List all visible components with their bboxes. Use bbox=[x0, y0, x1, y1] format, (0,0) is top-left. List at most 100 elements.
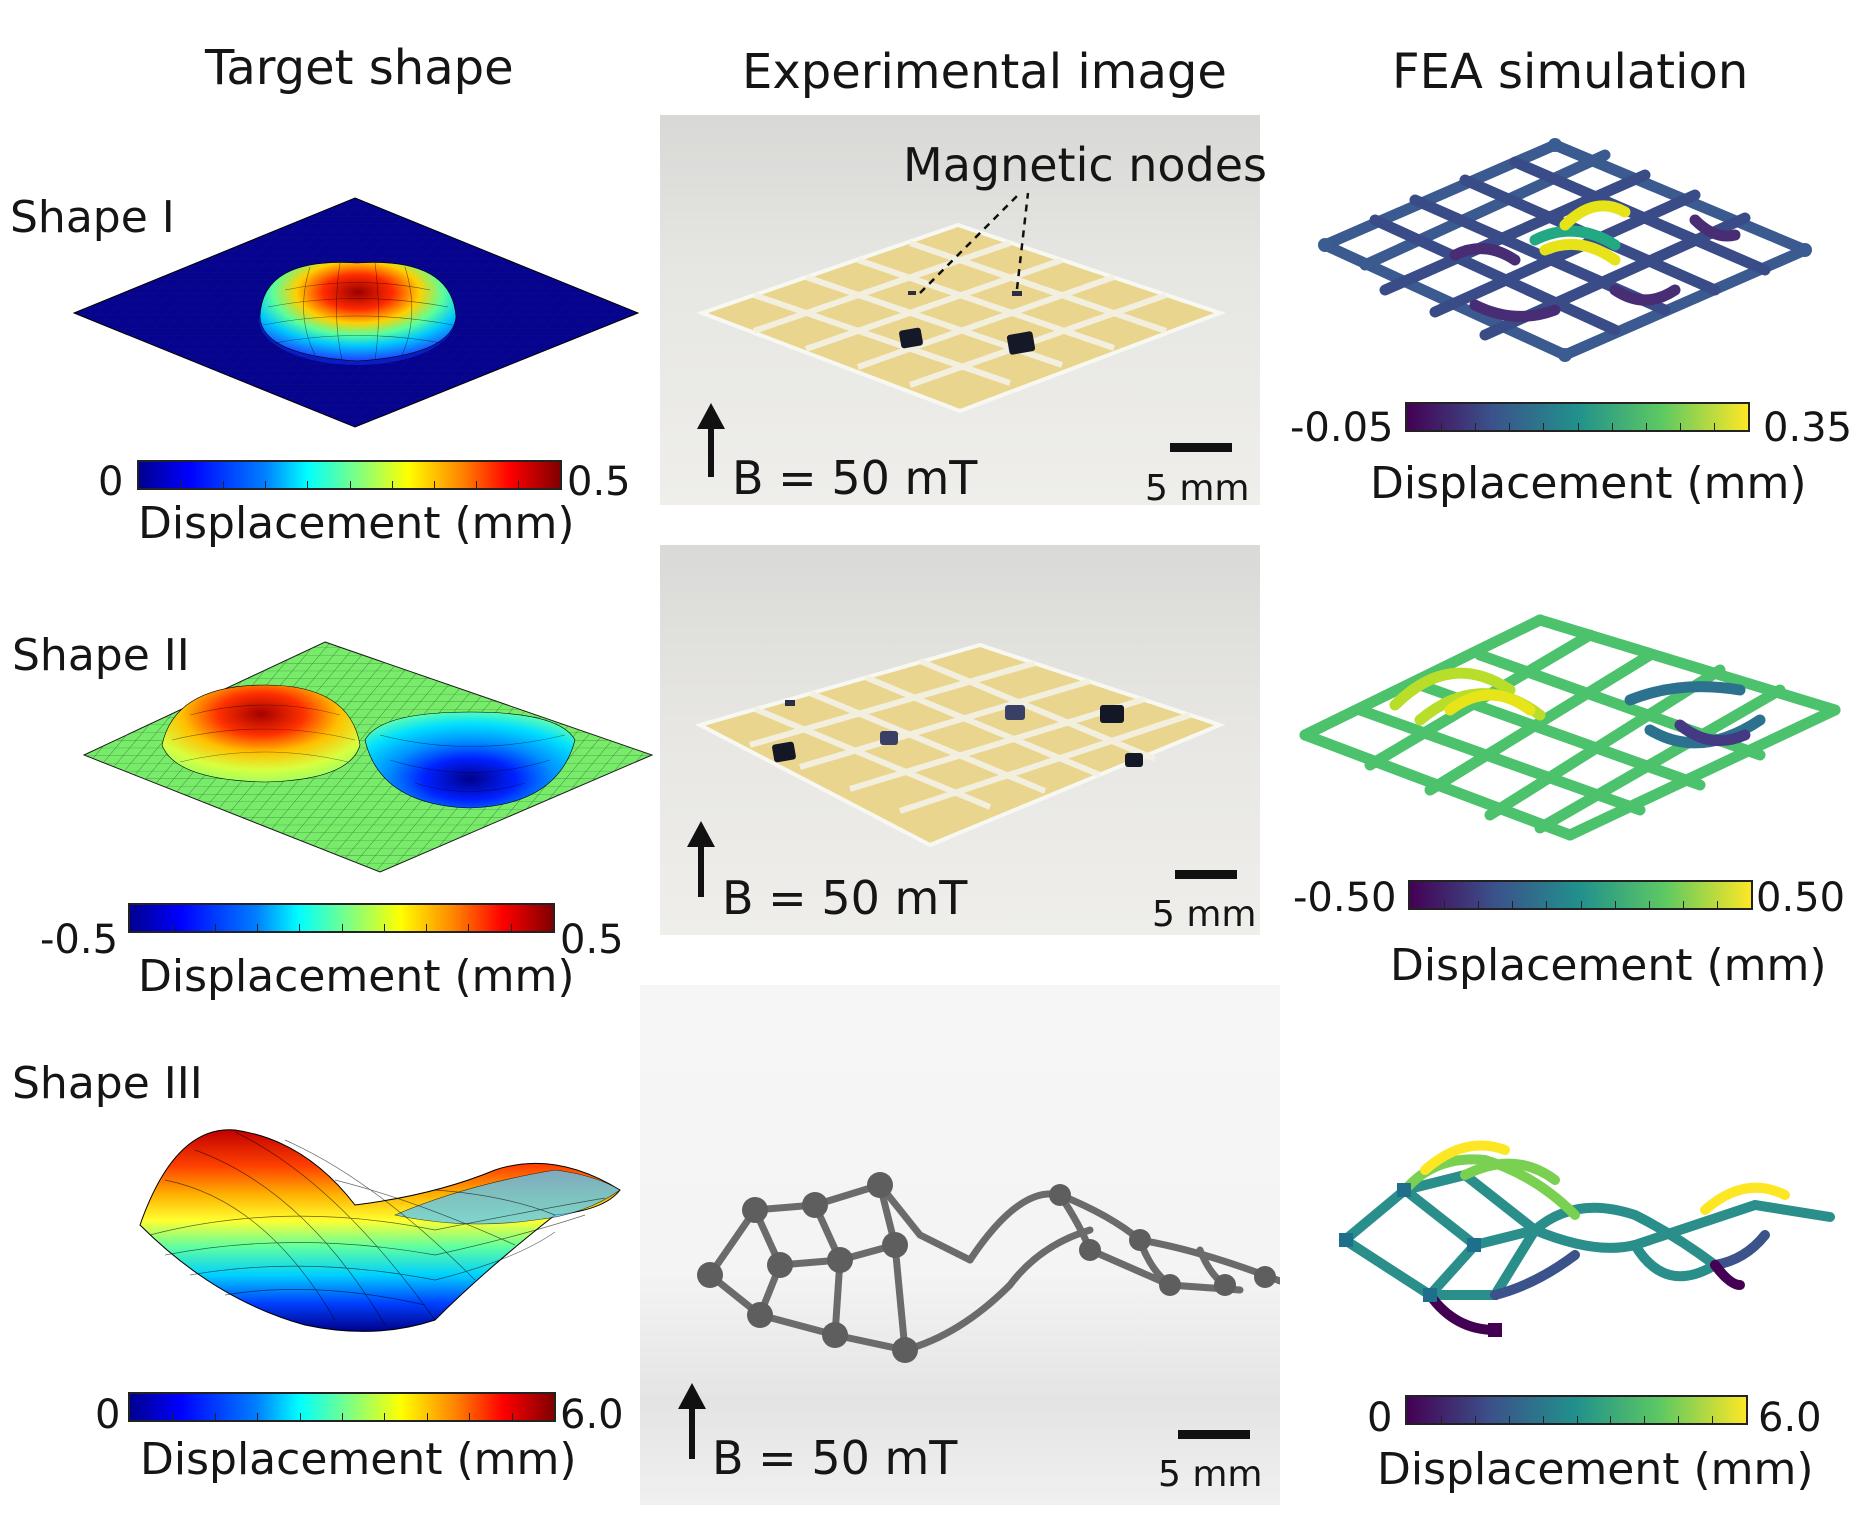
colorbar-tick bbox=[1580, 901, 1582, 908]
fea-2-colorbar-max: 0.50 bbox=[1756, 875, 1846, 921]
target-1-colorbar-max: 0.5 bbox=[567, 459, 631, 505]
colorbar-tick bbox=[1610, 1416, 1612, 1423]
row-label-shape-1: Shape I bbox=[10, 192, 175, 243]
colorbar-tick bbox=[1508, 1416, 1510, 1423]
colorbar-tick bbox=[383, 924, 385, 931]
fea-2-colorbar-min: -0.50 bbox=[1293, 875, 1397, 921]
colorbar-tick bbox=[468, 924, 470, 931]
experimental-photo-1: B = 50 mT 5 mm bbox=[660, 115, 1260, 505]
colorbar-tick bbox=[1678, 1416, 1680, 1423]
fea-1-colorbar-label: Displacement (mm) bbox=[1370, 458, 1807, 509]
colorbar-tick bbox=[1474, 1416, 1476, 1423]
target-2-colorbar-label: Displacement (mm) bbox=[138, 951, 575, 1002]
photo-1-field-arrow bbox=[708, 415, 714, 477]
colorbar-tick bbox=[433, 481, 435, 488]
photo-3-field-label: B = 50 mT bbox=[712, 1431, 958, 1485]
photo-3-field-arrowhead bbox=[678, 1383, 706, 1409]
target-3-colorbar-label: Displacement (mm) bbox=[140, 1434, 577, 1485]
target-2-colorbar-min: -0.5 bbox=[40, 917, 119, 963]
fea-1-colorbar bbox=[1405, 402, 1750, 432]
target-3-colorbar bbox=[128, 1392, 556, 1422]
target-3-colorbar-max: 6.0 bbox=[560, 1392, 624, 1438]
colorbar-tick bbox=[384, 1413, 386, 1420]
colorbar-tick bbox=[214, 924, 216, 931]
colorbar-tick bbox=[510, 924, 512, 931]
colorbar-tick bbox=[1577, 423, 1579, 430]
photo-2-field-arrowhead bbox=[687, 821, 715, 847]
colorbar-tick bbox=[1444, 901, 1446, 908]
colorbar-tick bbox=[1512, 901, 1514, 908]
column-title-experimental: Experimental image bbox=[742, 44, 1227, 100]
colorbar-tick bbox=[1440, 1416, 1442, 1423]
colorbar-tick bbox=[214, 1413, 216, 1420]
colorbar-tick bbox=[1475, 423, 1477, 430]
fea-1-colorbar-min: -0.05 bbox=[1290, 405, 1394, 451]
photo-3-scale-bar bbox=[1178, 1430, 1250, 1439]
colorbar-tick bbox=[1713, 423, 1715, 430]
row-label-shape-2: Shape II bbox=[12, 630, 190, 681]
column-title-fea: FEA simulation bbox=[1392, 44, 1749, 100]
colorbar-tick bbox=[1682, 901, 1684, 908]
colorbar-tick bbox=[469, 1413, 471, 1420]
colorbar-tick bbox=[172, 924, 174, 931]
colorbar-tick bbox=[1509, 423, 1511, 430]
fea-1-colorbar-max: 0.35 bbox=[1763, 405, 1853, 451]
photo-1-scale-bar bbox=[1170, 443, 1232, 452]
target-3-colorbar-min: 0 bbox=[95, 1392, 121, 1438]
fea-shape-3-lattice bbox=[1339, 1140, 1835, 1337]
colorbar-tick bbox=[1712, 1416, 1714, 1423]
photo-2-field-arrow bbox=[698, 833, 704, 897]
fea-3-colorbar bbox=[1405, 1395, 1748, 1425]
colorbar-tick bbox=[1542, 1416, 1544, 1423]
colorbar-tick bbox=[223, 481, 225, 488]
target-1-colorbar-min: 0 bbox=[98, 459, 124, 505]
row-label-shape-3: Shape III bbox=[12, 1058, 203, 1109]
fea-3-colorbar-min: 0 bbox=[1367, 1395, 1393, 1441]
colorbar-tick bbox=[511, 1413, 513, 1420]
colorbar-tick bbox=[475, 481, 477, 488]
target-shape-2-surface bbox=[82, 641, 654, 873]
colorbar-tick bbox=[299, 924, 301, 931]
colorbar-tick bbox=[172, 1413, 174, 1420]
colorbar-tick bbox=[391, 481, 393, 488]
fea-2-colorbar bbox=[1408, 880, 1753, 910]
colorbar-tick bbox=[342, 1413, 343, 1420]
target-1-colorbar-label: Displacement (mm) bbox=[138, 498, 575, 549]
colorbar-tick bbox=[1644, 1416, 1646, 1423]
colorbar-tick bbox=[1679, 423, 1681, 430]
colorbar-tick bbox=[349, 481, 351, 488]
target-shape-3-surface bbox=[139, 1129, 621, 1332]
colorbar-tick bbox=[299, 1413, 301, 1420]
fea-shape-1-lattice bbox=[1318, 138, 1812, 362]
fea-3-colorbar-max: 6.0 bbox=[1758, 1395, 1822, 1441]
column-title-target: Target shape bbox=[205, 40, 514, 96]
fea-shape-2-lattice bbox=[1299, 614, 1841, 841]
fea-2-colorbar-label: Displacement (mm) bbox=[1390, 940, 1827, 991]
photo-3-field-arrow bbox=[689, 1395, 695, 1459]
target-2-colorbar bbox=[128, 903, 555, 933]
colorbar-tick bbox=[1645, 423, 1647, 430]
colorbar-tick bbox=[426, 924, 428, 931]
colorbar-tick bbox=[1441, 423, 1443, 430]
colorbar-tick bbox=[426, 1413, 428, 1420]
colorbar-tick bbox=[265, 481, 267, 488]
photo-1-field-label: B = 50 mT bbox=[732, 451, 978, 505]
colorbar-tick bbox=[1611, 423, 1613, 430]
magnetic-nodes-annotation: Magnetic nodes bbox=[903, 138, 1268, 192]
target-1-colorbar bbox=[137, 460, 562, 490]
photo-1-scale-label: 5 mm bbox=[1145, 468, 1250, 506]
experimental-photo-3: B = 50 mT 5 mm bbox=[640, 985, 1280, 1505]
photo-1-field-arrowhead bbox=[697, 403, 725, 429]
colorbar-tick bbox=[1648, 901, 1650, 908]
colorbar-tick bbox=[1478, 901, 1480, 908]
experimental-photo-2: B = 50 mT 5 mm bbox=[660, 545, 1260, 935]
colorbar-tick bbox=[1576, 1416, 1578, 1423]
colorbar-tick bbox=[1546, 901, 1548, 908]
fea-3-colorbar-label: Displacement (mm) bbox=[1377, 1444, 1814, 1495]
photo-2-scale-label: 5 mm bbox=[1152, 894, 1257, 935]
photo-2-scale-bar bbox=[1175, 870, 1237, 879]
colorbar-tick bbox=[1614, 901, 1616, 908]
colorbar-tick bbox=[181, 481, 183, 488]
target-2-colorbar-max: 0.5 bbox=[560, 917, 624, 963]
colorbar-tick bbox=[341, 924, 343, 931]
